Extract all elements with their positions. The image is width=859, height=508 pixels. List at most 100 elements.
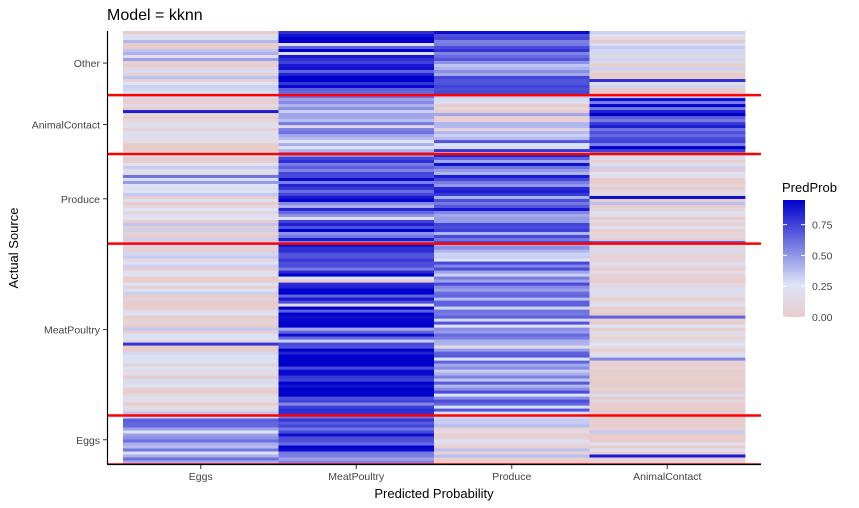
heatmap-cell [589,273,746,277]
heatmap-cell [434,85,590,89]
heatmap-cell [434,418,590,422]
heatmap-cell [589,342,746,346]
heatmap-cell [123,418,279,422]
heatmap-cell [589,451,746,455]
heatmap-cell [123,276,279,280]
heatmap-cell [434,246,590,250]
heatmap-cell [278,315,435,319]
heatmap-cell [434,258,590,262]
heatmap-cell [434,291,590,295]
heatmap-cell [123,76,279,80]
heatmap-cell [589,312,746,316]
heatmap-cell [123,345,279,349]
heatmap-cell [589,339,746,343]
heatmap-cell [123,246,279,250]
heatmap-cell [123,204,279,209]
heatmap-cell [589,237,746,242]
heatmap-cell [278,421,435,425]
heatmap-cell [434,143,590,147]
heatmap-cell [123,128,279,132]
heatmap-cell [434,116,590,120]
heatmap-cell [434,270,590,274]
heatmap-cell [434,330,590,334]
heatmap-cell [278,330,435,334]
heatmap-cell [589,43,746,47]
heatmap-cell [123,378,279,382]
heatmap-cell [589,360,746,364]
heatmap-cell [589,300,746,304]
heatmap-cell [589,222,746,227]
heatmap-cell [589,252,746,256]
heatmap-cell [123,91,279,95]
heatmap-cell [123,300,279,304]
heatmap-cell [589,402,746,406]
heatmap-cell [589,183,746,188]
heatmap-cell [278,451,435,455]
heatmap-cell [589,40,746,44]
heatmap-cell [589,58,746,62]
legend: PredProb 0.75 0.50 0.25 0.00 [782,180,837,324]
heatmap-cell [278,134,435,138]
heatmap-cell [434,37,590,41]
heatmap-cell [123,421,279,425]
x-axis-title: Predicted Probability [374,486,494,501]
heatmap-cell [434,457,590,461]
heatmap-cell [123,165,279,170]
heatmap-cell [434,153,590,158]
heatmap-cell [123,110,279,114]
heatmap-cell [278,402,435,406]
heatmap-cell [278,171,435,176]
heatmap-cell [278,384,435,388]
heatmap-cell [123,216,279,221]
heatmap-cell [278,408,435,412]
heatmap-cell [434,82,590,86]
heatmap-cell [278,143,435,147]
heatmap-cell [278,192,435,197]
heatmap-cell [278,40,435,44]
heatmap-cell [123,171,279,176]
heatmap-cell [434,98,590,102]
heatmap-cell [434,88,590,92]
heatmap-cell [278,122,435,126]
heatmap-cell [589,195,746,200]
heatmap-cell [123,116,279,120]
heatmap-cell [434,312,590,316]
y-axis-ticks: Eggs MeatPoultry Produce AnimalContact Other [32,58,107,447]
heatmap-cell [434,34,590,38]
heatmap-cell [123,79,279,83]
heatmap-cell [123,396,279,400]
heatmap-cell [434,43,590,47]
heatmap-cell [123,261,279,265]
heatmap-cell [434,378,590,382]
heatmap-cell [434,439,590,443]
heatmap-cell [123,98,279,102]
heatmap-cell [589,396,746,400]
heatmap-cell [589,165,746,170]
heatmap-cell [434,321,590,325]
heatmap-cell [278,354,435,358]
heatmap-cell [434,303,590,307]
heatmap-cell [123,445,279,449]
y-tick-label: MeatPoultry [44,325,101,337]
heatmap-cell [589,37,746,41]
heatmap-cell [278,119,435,123]
heatmap-cell [589,366,746,370]
heatmap-cell [589,267,746,271]
heatmap-cell [278,460,435,464]
heatmap-cell [434,424,590,428]
heatmap-cell [589,46,746,50]
heatmap-cell [278,360,435,364]
heatmap-cell [589,408,746,412]
heatmap-cell [278,345,435,349]
heatmap-cell [123,282,279,286]
heatmap-cell [278,207,435,212]
heatmap-cell [589,276,746,280]
heatmap-cell [123,297,279,301]
heatmap-cell [123,198,279,203]
heatmap-cell [278,321,435,325]
heatmap-cell [589,418,746,422]
heatmap-cell [589,424,746,428]
heatmap-cell [589,210,746,215]
heatmap-cell [589,369,746,373]
heatmap-cell [278,174,435,179]
